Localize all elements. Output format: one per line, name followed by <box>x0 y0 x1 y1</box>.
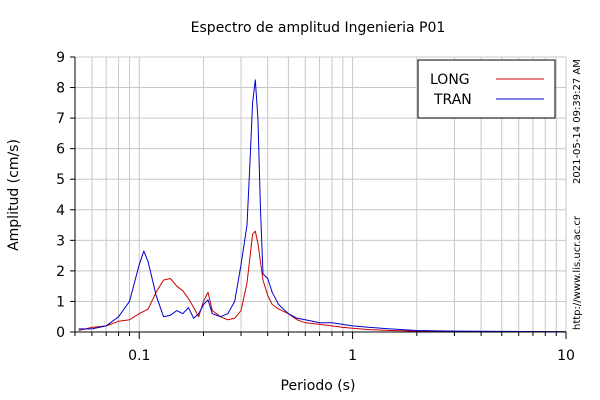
y-tick-label: 8 <box>56 81 65 97</box>
x-tick-label: 10 <box>557 348 575 364</box>
y-tick-label: 6 <box>56 142 65 158</box>
chart-title: Espectro de amplitud Ingenieria P01 <box>191 20 446 36</box>
y-tick-label: 0 <box>56 325 65 341</box>
tick-labels: 0.1 1 10 0 1 2 3 4 5 6 7 8 9 <box>56 50 575 364</box>
y-tick-label: 7 <box>56 111 65 127</box>
x-tick-label: 0.1 <box>128 348 150 364</box>
series-lines <box>78 79 567 333</box>
legend: LONG TRAN <box>417 59 556 119</box>
y-tick-label: 4 <box>56 203 65 219</box>
y-tick-label: 5 <box>56 172 65 188</box>
legend-label-long: LONG <box>430 72 470 88</box>
series-line-tran <box>78 79 567 333</box>
y-tick-label: 9 <box>56 50 65 66</box>
timestamp-text: 2021-05-14 09:39:27 AM <box>572 59 583 184</box>
y-tick-label: 1 <box>56 294 65 310</box>
y-tick-label: 3 <box>56 233 65 249</box>
series-line-long <box>78 230 566 333</box>
axes <box>70 56 567 339</box>
legend-label-tran: TRAN <box>433 92 472 108</box>
source-url-text: http://www.lis.ucr.ac.cr <box>572 216 583 330</box>
y-tick-label: 2 <box>56 264 65 280</box>
x-axis-label: Periodo (s) <box>281 378 356 394</box>
x-tick-label: 1 <box>348 348 357 364</box>
legend-box <box>417 59 556 119</box>
y-axis-label: Amplitud (cm/s) <box>6 139 22 251</box>
